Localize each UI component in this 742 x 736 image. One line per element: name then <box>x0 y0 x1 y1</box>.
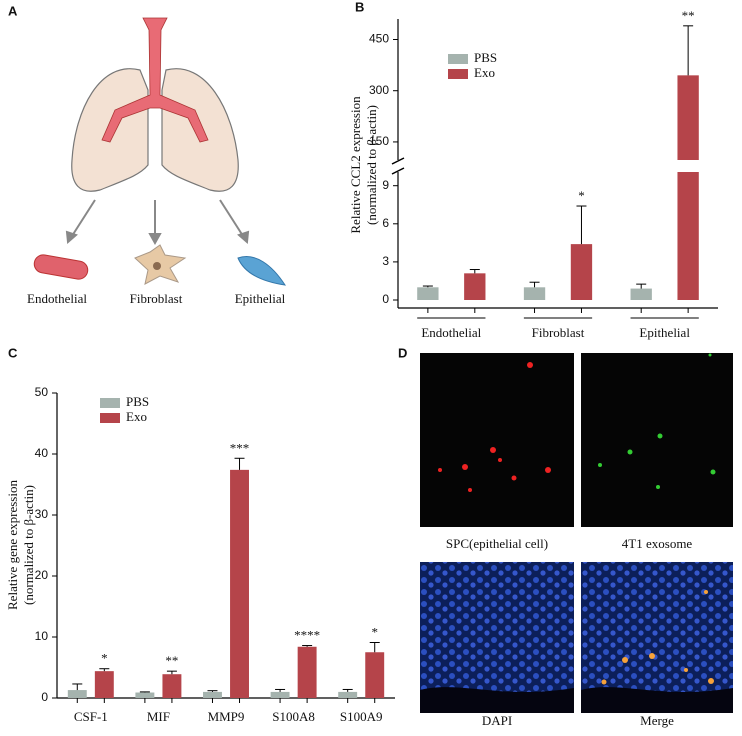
bar <box>270 691 290 698</box>
x-tick-label: Fibroblast <box>532 325 585 340</box>
bar <box>162 674 182 698</box>
significance: **** <box>294 628 320 643</box>
y-tick-label: 20 <box>35 568 49 582</box>
break-mark <box>391 167 405 175</box>
significance: ** <box>165 653 178 668</box>
y-axis-label-line: Relative CCL2 expression <box>348 96 363 234</box>
y-axis-label-line: (normalized to β-actin) <box>21 485 36 605</box>
bar <box>677 75 699 300</box>
bar <box>630 288 652 300</box>
bar <box>338 691 358 698</box>
panel-d: D SPC(epithelial cell) 4T1 exosome DAPI … <box>398 345 733 728</box>
y-tick-label: 300 <box>369 83 389 97</box>
x-tick-label: S100A8 <box>272 709 315 724</box>
panel-label: D <box>398 345 407 360</box>
y-tick-label: 3 <box>382 254 389 268</box>
break-mark <box>391 157 405 165</box>
red-dots <box>438 362 551 492</box>
y-tick-label: 0 <box>382 292 389 306</box>
x-tick-label: CSF-1 <box>74 709 108 724</box>
y-tick-label: 30 <box>35 507 49 521</box>
bar <box>570 244 593 300</box>
y-axis-label-line: Relative gene expression <box>5 480 20 610</box>
legend-swatch <box>448 54 468 64</box>
legend-swatch <box>100 413 120 423</box>
x-tick-label: S100A9 <box>340 709 383 724</box>
image-label: 4T1 exosome <box>622 536 693 551</box>
bar <box>94 671 114 698</box>
legend-swatch <box>100 398 120 408</box>
cell-label: Epithelial <box>235 291 286 306</box>
significance: * <box>101 651 108 666</box>
legend-label: PBS <box>126 394 149 409</box>
legend-label: PBS <box>474 50 497 65</box>
y-tick-label: 6 <box>382 216 389 230</box>
dark-region <box>420 687 574 713</box>
micrograph <box>581 353 733 527</box>
cell-label: Endothelial <box>27 291 87 306</box>
bar <box>417 287 439 300</box>
significance: *** <box>230 440 250 455</box>
green-dots <box>598 353 716 489</box>
trachea <box>101 17 209 143</box>
endothelial-cell <box>33 254 89 280</box>
significance: * <box>371 624 378 639</box>
y-axis-label-line: (normalized to β-actin) <box>364 105 379 225</box>
bar <box>230 469 249 698</box>
panel-label: A <box>8 3 18 18</box>
legend-label: Exo <box>474 65 495 80</box>
y-axis-label: Relative CCL2 expression(normalized to β… <box>348 96 379 234</box>
y-tick-label: 40 <box>35 446 49 460</box>
legend-swatch <box>448 69 468 79</box>
panel-label: C <box>8 345 18 360</box>
epithelial-cell <box>237 256 287 286</box>
bar <box>203 691 222 698</box>
y-axis-label: Relative gene expression(normalized to β… <box>5 480 36 610</box>
bar <box>297 646 317 698</box>
bar <box>365 652 385 698</box>
y-tick-label: 0 <box>41 690 48 704</box>
image-label: DAPI <box>482 713 512 728</box>
y-tick-label: 50 <box>35 385 49 399</box>
bar <box>523 287 546 300</box>
arrows <box>65 199 250 246</box>
bar <box>67 690 87 698</box>
significance: * <box>578 188 585 203</box>
image-label: Merge <box>640 713 674 728</box>
axis-break <box>390 160 718 172</box>
cell-label: Fibroblast <box>130 291 183 306</box>
x-tick-label: Epithelial <box>639 325 690 340</box>
significance: ** <box>682 8 695 23</box>
y-tick-label: 150 <box>369 134 389 148</box>
y-tick-label: 10 <box>35 629 49 643</box>
y-tick-label: 450 <box>369 32 389 46</box>
x-tick-label: MMP9 <box>208 709 245 724</box>
x-tick-label: Endothelial <box>421 325 481 340</box>
micrograph <box>420 353 574 527</box>
image-label: SPC(epithelial cell) <box>446 536 548 551</box>
bar <box>464 273 486 300</box>
y-tick-label: 9 <box>382 178 389 192</box>
nucleus <box>153 262 161 270</box>
legend-label: Exo <box>126 409 147 424</box>
x-tick-label: MIF <box>147 709 170 724</box>
dark-region <box>581 687 733 713</box>
bar <box>135 692 155 698</box>
panel-label: B <box>355 0 364 14</box>
merge-dots <box>601 590 714 685</box>
panel-a: A Endothelial Fibroblast Epithelial <box>8 3 287 306</box>
